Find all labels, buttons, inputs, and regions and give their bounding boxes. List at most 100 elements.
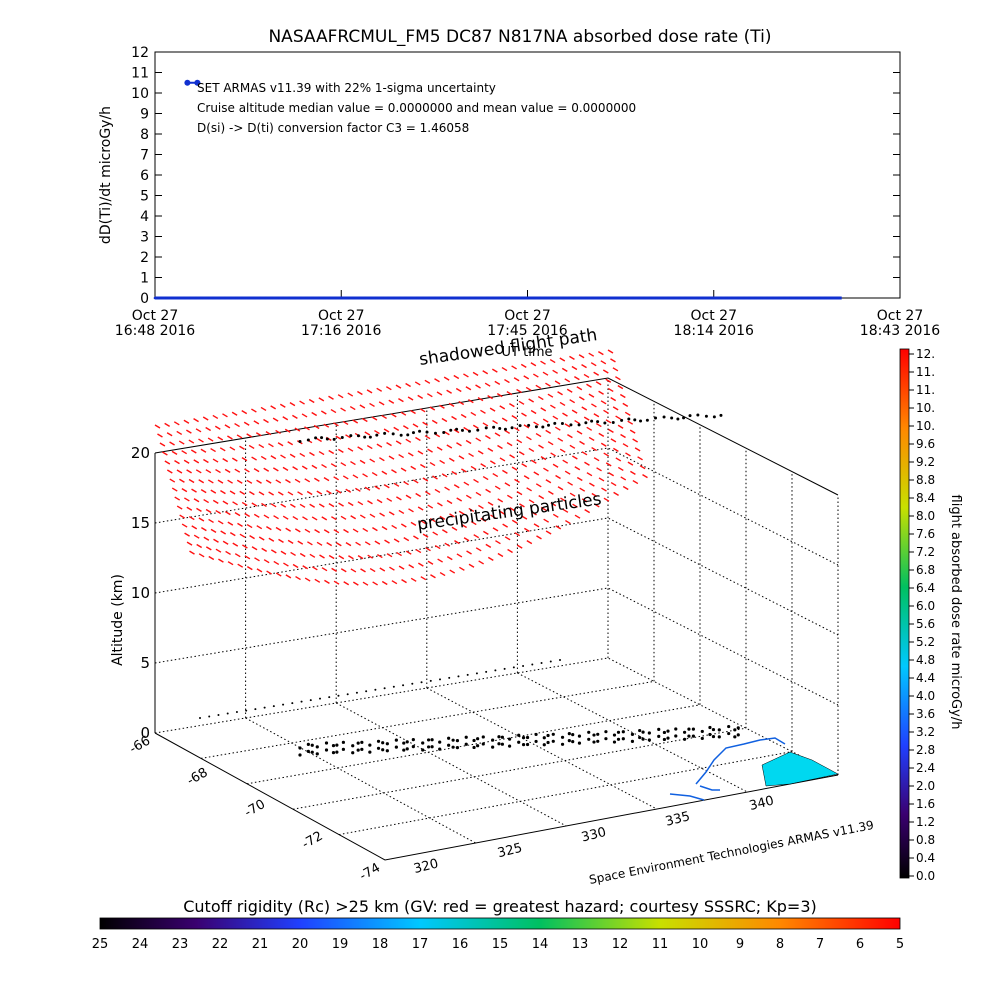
particle-mark: [232, 542, 239, 547]
particle-mark: [227, 435, 233, 440]
data-point: [351, 296, 355, 300]
particle-mark: [292, 466, 298, 471]
particle-mark: [345, 434, 351, 439]
particle-mark: [251, 456, 257, 461]
cutoff-tick-label: 24: [132, 937, 149, 952]
particle-mark: [591, 492, 598, 498]
particle-mark: [487, 501, 494, 506]
particle-mark: [593, 503, 600, 508]
particle-mark: [446, 389, 452, 394]
particle-mark: [625, 452, 631, 457]
floor-grid-line: [426, 687, 658, 810]
particle-mark: [451, 415, 457, 421]
flight-point: [719, 413, 723, 417]
particle-mark: [579, 487, 586, 492]
data-point: [637, 296, 641, 300]
particle-mark: [381, 580, 388, 586]
particle-mark: [309, 553, 316, 558]
particle-mark: [391, 524, 398, 530]
flight-point: [481, 742, 485, 746]
data-point: [264, 296, 268, 300]
coastline: [669, 737, 839, 801]
data-point: [322, 296, 326, 300]
data-point: [521, 296, 524, 300]
data-point: [532, 296, 536, 300]
particle-mark: [348, 555, 354, 560]
particle-mark: [591, 446, 597, 452]
particle-mark: [496, 393, 503, 398]
particle-mark: [400, 467, 407, 472]
flight-point: [560, 735, 565, 739]
particle-mark: [328, 449, 335, 455]
particle-mark: [268, 443, 274, 448]
particle-mark: [302, 516, 308, 521]
x-tick-label: Oct 27: [504, 308, 550, 324]
particle-mark: [323, 477, 330, 482]
particle-mark: [533, 471, 540, 476]
particle-mark: [453, 484, 460, 489]
particle-mark: [359, 514, 366, 519]
flight-shadow-point: [402, 684, 405, 687]
flight-point: [455, 739, 460, 743]
particle-mark: [253, 420, 260, 425]
colorbar-tick-label: 7.6: [916, 527, 935, 541]
particle-mark: [333, 529, 340, 534]
data-point: [620, 296, 623, 300]
particle-mark: [362, 527, 369, 533]
flight-point: [460, 428, 464, 432]
flight-point: [727, 724, 731, 729]
particle-mark: [376, 443, 383, 448]
particle-mark: [249, 535, 255, 540]
flight-point: [356, 434, 360, 438]
particle-mark: [400, 523, 407, 528]
particle-mark: [439, 515, 446, 520]
particle-mark: [555, 474, 561, 480]
particle-mark: [401, 579, 407, 584]
particle-mark: [444, 542, 451, 547]
particle-mark: [390, 413, 397, 418]
flight-point: [577, 423, 581, 427]
particle-mark: [526, 487, 532, 492]
cutoff-tick-label: 15: [492, 937, 509, 952]
particle-mark: [513, 377, 520, 382]
data-point: [701, 296, 705, 300]
x-axis-label: UT time: [502, 345, 553, 360]
particle-mark: [619, 393, 626, 399]
data-point: [649, 296, 652, 300]
particle-mark: [328, 503, 335, 508]
particle-mark: [193, 418, 199, 423]
particle-mark: [475, 547, 482, 552]
particle-mark: [355, 541, 361, 546]
cutoff-tick-label: 6: [856, 937, 864, 952]
y-tick-label: 12: [131, 45, 149, 61]
colorbar-tick-label: 3.6: [916, 707, 935, 721]
particle-mark: [519, 503, 525, 508]
particle-mark: [533, 523, 540, 528]
particle-mark: [272, 467, 279, 472]
particle-mark: [456, 497, 463, 502]
particle-mark: [608, 472, 615, 477]
flight-point: [430, 745, 434, 749]
particle-mark: [569, 444, 576, 449]
particle-mark: [304, 426, 310, 431]
particle-mark: [330, 408, 337, 414]
particle-mark: [634, 447, 641, 452]
flight-point: [411, 738, 415, 742]
particle-mark: [552, 513, 559, 518]
particle-mark: [337, 448, 344, 453]
data-point: [386, 296, 390, 300]
particle-mark: [560, 497, 566, 502]
particle-mark: [545, 479, 552, 484]
particle-mark: [202, 416, 209, 421]
particle-mark: [535, 432, 542, 438]
particle-mark: [321, 567, 328, 572]
particle-mark: [200, 448, 207, 453]
particle-mark: [415, 548, 422, 554]
flight-point: [736, 726, 740, 730]
flight-point: [341, 740, 346, 744]
particle-mark: [407, 452, 414, 457]
particle-mark: [241, 410, 248, 415]
flight-point: [426, 738, 431, 742]
particle-mark: [318, 450, 325, 456]
